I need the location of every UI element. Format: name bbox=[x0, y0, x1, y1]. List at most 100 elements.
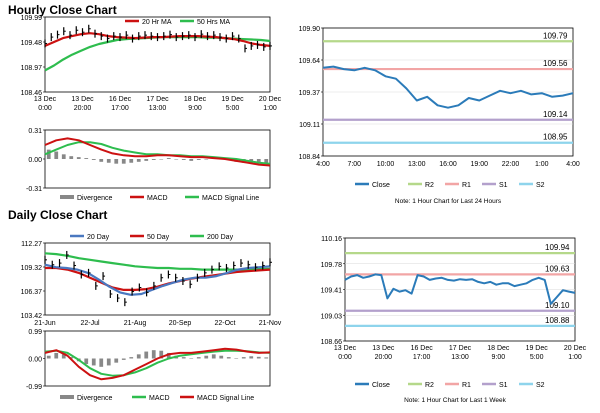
daily-macd-divergence-bar bbox=[166, 352, 171, 359]
hourly-macd-y-tick-label: -0.31 bbox=[26, 186, 42, 193]
hourly-price-y-tick-label: 109.48 bbox=[21, 40, 43, 47]
daily-macd-divergence-bar bbox=[144, 351, 149, 359]
daily-macd-divergence-bar bbox=[219, 355, 224, 359]
daily-close-legend-close-label: Close bbox=[372, 382, 390, 389]
daily-macd-divergence-bar bbox=[256, 356, 261, 359]
daily-macd-divergence-bar bbox=[114, 358, 119, 363]
hourly-macd-divergence-bar bbox=[166, 158, 171, 159]
hourly-price-y-tick-label: 108.97 bbox=[21, 65, 43, 72]
hourly-macd-divergence-bar bbox=[159, 159, 164, 160]
hourly-close-note: Note: 1 Hour Chart for Last 24 Hours bbox=[395, 198, 502, 205]
hourly-price-x-tick-label: 20:00 bbox=[74, 105, 92, 112]
daily-macd-legend-divergence-label: Divergence bbox=[77, 395, 113, 402]
hourly-macd-divergence-bar bbox=[129, 159, 134, 163]
hourly-macd-y-tick-label: 0.00 bbox=[28, 157, 42, 164]
daily-close-level-label-r1: 109.63 bbox=[545, 264, 570, 273]
hourly-close-x-tick-label: 13:00 bbox=[408, 161, 426, 168]
hourly-price-legend-50hr-label: 50 Hrs MA bbox=[197, 19, 230, 26]
daily-close-y-tick-label: 110.16 bbox=[321, 236, 342, 243]
daily-price-y-tick-label: 112.27 bbox=[21, 241, 42, 248]
hourly-price-x-tick-label: 13 Dec bbox=[71, 96, 94, 103]
hourly-macd-line bbox=[44, 137, 271, 167]
daily-macd-divergence-bar bbox=[46, 355, 51, 359]
daily-price-x-tick-label: 21-Nov bbox=[259, 320, 282, 327]
hourly-price-x-tick-label: 0:00 bbox=[38, 105, 52, 112]
hourly-macd-divergence-bar bbox=[84, 158, 89, 159]
hourly-close-x-tick-label: 22:00 bbox=[502, 161, 520, 168]
daily-close-x-tick-label: 17 Dec bbox=[449, 345, 472, 352]
hourly-macd-legend-signal-label: MACD Signal Line bbox=[202, 195, 259, 202]
hourly-macd-divergence-bar bbox=[69, 156, 74, 159]
daily-macd-divergence-bar bbox=[61, 354, 66, 359]
hourly-macd-legend-divergence-label: Divergence bbox=[77, 195, 113, 202]
daily-close-level-label-s1: 109.10 bbox=[545, 301, 570, 310]
daily-macd-divergence-bar bbox=[54, 352, 59, 359]
hourly-close-legend-r2-label: R2 bbox=[425, 182, 434, 189]
daily-macd-divergence-bar bbox=[241, 357, 246, 359]
daily-macd-divergence-bar bbox=[84, 358, 89, 365]
daily-macd-line bbox=[44, 347, 271, 381]
hourly-close-x-tick-label: 7:00 bbox=[347, 161, 361, 168]
hourly-price-y-tick-label: 109.99 bbox=[21, 15, 43, 22]
daily-close-legend-r2-label: R2 bbox=[425, 382, 434, 389]
hourly-price-x-tick-label: 1:00 bbox=[263, 105, 277, 112]
daily-price-20day-line bbox=[44, 263, 271, 296]
daily-macd-divergence-bar bbox=[129, 357, 134, 359]
daily-price-x-tick-label: 22-Jul bbox=[80, 320, 100, 327]
hourly-macd-y-tick-label: 0.31 bbox=[28, 128, 42, 135]
daily-macd-divergence-bar bbox=[121, 358, 126, 360]
hourly-price-x-tick-label: 17 Dec bbox=[146, 96, 169, 103]
hourly-close-legend-s2-label: S2 bbox=[536, 182, 545, 189]
hourly-close-level-label-r2: 109.79 bbox=[543, 31, 568, 40]
hourly-close-x-tick-label: 4:00 bbox=[566, 161, 580, 168]
hourly-macd-divergence-bar bbox=[264, 159, 269, 163]
hourly-macd-divergence-bar bbox=[91, 159, 96, 160]
daily-macd-divergence-bar bbox=[99, 358, 104, 367]
hourly-price-y-tick-label: 108.46 bbox=[21, 90, 43, 97]
daily-price-y-tick-label: 109.32 bbox=[21, 265, 43, 272]
hourly-price-x-tick-label: 13 Dec bbox=[34, 96, 57, 103]
daily-price-x-tick-label: 21-Aug bbox=[124, 320, 147, 327]
hourly-close-y-tick-label: 108.84 bbox=[299, 154, 321, 161]
daily-close-x-tick-label: 1:00 bbox=[568, 354, 582, 361]
hourly-price-x-tick-label: 13:00 bbox=[149, 105, 167, 112]
daily-close-level-label-s2: 108.88 bbox=[545, 316, 570, 325]
daily-macd-y-tick-label: -0.99 bbox=[26, 384, 42, 391]
hourly-macd-divergence-bar bbox=[256, 159, 261, 164]
daily-price-legend-50day-label: 50 Day bbox=[147, 234, 170, 241]
hourly-macd-divergence-bar bbox=[189, 159, 194, 161]
daily-close-x-tick-label: 20 Dec bbox=[564, 345, 587, 352]
hourly-price-x-tick-label: 16 Dec bbox=[109, 96, 132, 103]
daily-price-x-tick-label: 20-Sep bbox=[169, 320, 192, 327]
daily-macd-divergence-bar bbox=[136, 354, 141, 359]
hourly-price-x-tick-label: 17:00 bbox=[111, 105, 129, 112]
hourly-price-x-tick-label: 9:00 bbox=[188, 105, 202, 112]
daily-macd-signal-line bbox=[44, 349, 271, 377]
hourly-macd-divergence-bar bbox=[181, 159, 186, 160]
hourly-price-x-tick-label: 19 Dec bbox=[221, 96, 244, 103]
daily-macd-y-tick-label: 0.00 bbox=[28, 357, 42, 364]
daily-macd-divergence-bar bbox=[249, 356, 254, 359]
hourly-close-level-label-s2: 108.95 bbox=[543, 133, 568, 142]
daily-close-close-line bbox=[344, 273, 576, 305]
hourly-macd-divergence-bar bbox=[76, 157, 81, 159]
daily-macd-divergence-bar bbox=[69, 357, 74, 359]
hourly-price-x-tick-label: 5:00 bbox=[226, 105, 240, 112]
hourly-macd-divergence-bar bbox=[196, 159, 201, 160]
daily-macd-divergence-bar bbox=[211, 354, 216, 359]
hourly-close-x-tick-label: 4:00 bbox=[316, 161, 330, 168]
hourly-close-x-tick-label: 10:00 bbox=[377, 161, 395, 168]
daily-close-y-tick-label: 108.66 bbox=[321, 339, 343, 346]
daily-close-legend-r1-label: R1 bbox=[462, 382, 471, 389]
hourly-price-x-tick-label: 20 Dec bbox=[259, 96, 282, 103]
daily-macd-divergence-bar bbox=[204, 355, 209, 359]
hourly-macd-legend-macd-label: MACD bbox=[147, 195, 168, 202]
hourly-close-level-label-r1: 109.56 bbox=[543, 59, 568, 68]
hourly-close-y-tick-label: 109.37 bbox=[299, 90, 321, 97]
hourly-close-y-tick-label: 109.64 bbox=[299, 58, 321, 65]
hourly-close-x-tick-label: 19:00 bbox=[470, 161, 488, 168]
hourly-macd-divergence-bar bbox=[54, 151, 59, 159]
daily-macd-divergence-bar bbox=[189, 358, 194, 359]
daily-close-x-tick-label: 17:00 bbox=[413, 354, 431, 361]
hourly-macd-divergence-bar bbox=[174, 159, 179, 160]
